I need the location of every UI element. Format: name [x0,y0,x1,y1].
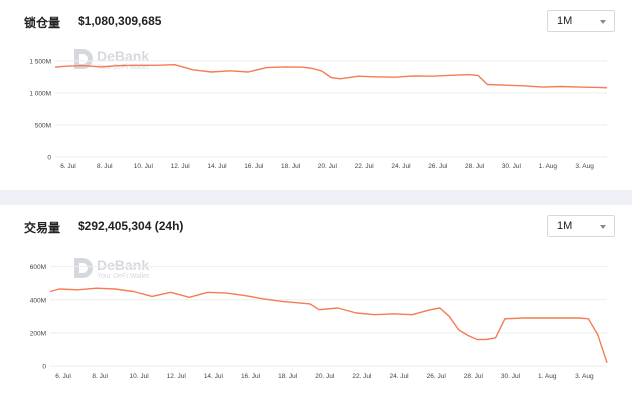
x-tick-label: 22. Jul [352,373,372,380]
x-tick-label: 8. Jul [92,373,108,380]
volume-panel: 交易量 $292,405,304 (24h) 1M DeBank Your De… [0,205,632,400]
y-tick-label: 500M [35,122,51,129]
x-tick-label: 3. Aug [575,373,594,380]
x-tick-label: 10. Jul [134,163,154,170]
x-tick-label: 3. Aug [575,163,594,170]
x-tick-label: 10. Jul [130,373,150,380]
volume-range-value: 1M [557,220,573,232]
y-tick-label: 1 000M [29,90,51,97]
x-tick-label: 8. Jul [97,163,113,170]
x-tick-label: 20. Jul [318,163,338,170]
volume-label: 交易量 [24,221,61,235]
x-tick-label: 28. Jul [464,373,484,380]
y-tick-label: 0 [42,364,46,371]
x-tick-label: 26. Jul [428,163,448,170]
x-tick-label: 22. Jul [355,163,375,170]
x-tick-label: 1. Aug [539,163,558,170]
series-line [54,63,608,89]
x-tick-label: 20. Jul [315,373,335,380]
tvl-value: $1,080,309,685 [78,14,162,28]
x-tick-label: 24. Jul [389,373,409,380]
x-tick-label: 24. Jul [391,163,411,170]
y-tick-label: 400M [30,297,46,304]
watermark-name: DeBank [97,48,150,64]
x-tick-label: 18. Jul [278,373,298,380]
tvl-label: 锁仓量 [24,16,61,30]
x-tick-label: 28. Jul [465,163,485,170]
panel-divider [0,190,632,205]
x-tick-label: 6. Jul [60,163,76,170]
y-tick-label: 200M [30,330,46,337]
tvl-range-value: 1M [557,15,573,27]
y-tick-label: 1 500M [29,58,51,65]
y-tick-label: 0 [47,155,51,162]
tvl-chart: 0 500M 1 000M 1 500M 6. Jul 8. Jul 10. Jul 12. … [29,58,608,170]
x-tick-label: 12. Jul [167,373,187,380]
series-line [49,287,608,363]
y-tick-label: 600M [30,264,46,271]
volume-range-select[interactable]: 1M [547,215,615,237]
watermark-tagline: Your DeFi Wallet [97,64,150,71]
watermark-tagline: Your DeFi Wallet [97,273,150,280]
x-tick-label: 26. Jul [427,373,447,380]
x-tick-label: 30. Jul [501,373,521,380]
x-tick-label: 14. Jul [204,373,224,380]
tvl-range-select[interactable]: 1M [547,10,615,32]
x-tick-label: 1. Aug [538,373,557,380]
debank-logo-icon [74,49,93,69]
x-tick-label: 30. Jul [502,163,522,170]
debank-logo-icon [74,258,93,278]
volume-value: $292,405,304 (24h) [78,219,184,233]
tvl-panel: 锁仓量 $1,080,309,685 1M DeBank Your DeFi W… [0,0,632,190]
x-tick-label: 12. Jul [171,163,191,170]
x-tick-label: 18. Jul [281,163,301,170]
watermark-name: DeBank [97,257,150,273]
volume-chart: 0 200M 400M 600M 6. Jul 8. Jul 10. Jul 12. Jul 1… [30,264,608,380]
x-tick-label: 16. Jul [244,163,264,170]
x-tick-label: 16. Jul [241,373,261,380]
x-tick-label: 14. Jul [207,163,227,170]
chevron-down-icon [600,20,606,24]
x-tick-label: 6. Jul [55,373,71,380]
chevron-down-icon [600,225,606,229]
